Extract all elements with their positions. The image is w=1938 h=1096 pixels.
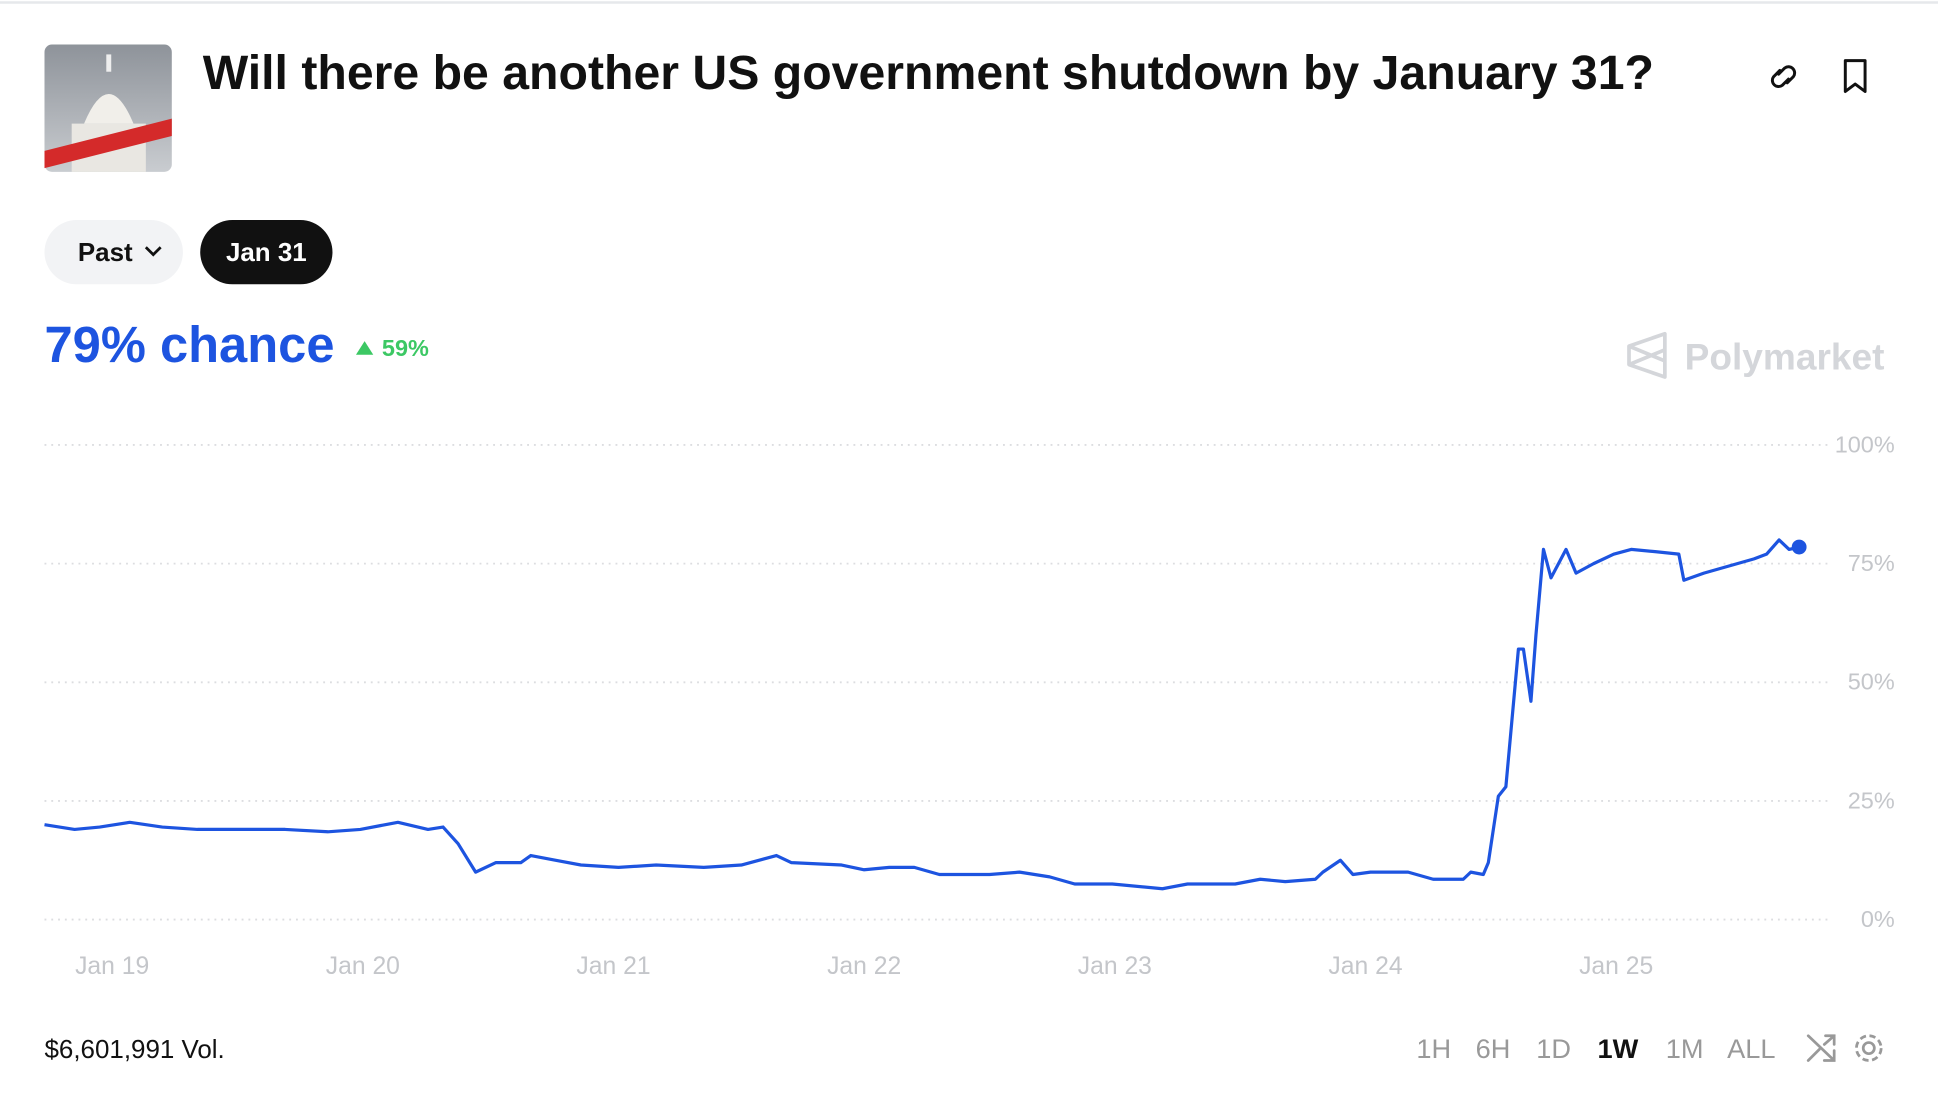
title: Will there be another US government shut… (202, 46, 1654, 101)
x-tick-label: Jan 21 (576, 953, 650, 980)
change: 59% (382, 335, 429, 361)
y-tick-label: 25% (1848, 787, 1895, 813)
volume: $6,601,991 Vol. (44, 1036, 224, 1064)
brand: Polymarket (1685, 336, 1885, 378)
x-tick-label: Jan 19 (75, 953, 149, 980)
x-tick-label: Jan 22 (827, 953, 901, 980)
x-tick-label: Jan 25 (1579, 953, 1653, 980)
range-button[interactable]: 1W (1597, 1033, 1638, 1064)
range-button[interactable]: ALL (1727, 1033, 1775, 1064)
y-tick-label: 0% (1861, 906, 1895, 932)
pill-label: Past (78, 239, 133, 267)
pill-date[interactable]: Jan 31 (200, 220, 333, 285)
link-icon[interactable] (1770, 65, 1797, 89)
headline: 79% chance (44, 316, 334, 373)
x-tick-label: Jan 24 (1328, 953, 1402, 980)
range-button[interactable]: 1D (1536, 1033, 1571, 1064)
title-box: Will there be another US government shut… (202, 46, 1654, 101)
last-point (1791, 539, 1807, 555)
brand-logo: Polymarket (1627, 331, 1885, 379)
y-tick-label: 100% (1835, 431, 1895, 457)
x-tick-label: Jan 23 (1078, 953, 1152, 980)
settings-icon[interactable] (1855, 1034, 1883, 1062)
range-button[interactable]: 1M (1666, 1033, 1704, 1064)
market-image (44, 44, 172, 172)
pill-label: Jan 31 (226, 239, 307, 267)
range-button[interactable]: 6H (1476, 1033, 1511, 1064)
bookmark-icon[interactable] (1843, 59, 1867, 93)
y-tick-label: 75% (1848, 550, 1895, 576)
range-button[interactable]: 1H (1416, 1033, 1451, 1064)
up-arrow (355, 341, 374, 355)
price-line (44, 538, 1800, 891)
shuffle-icon[interactable] (1806, 1034, 1836, 1062)
pill-past[interactable]: Past (44, 220, 183, 285)
x-tick-label: Jan 20 (326, 953, 400, 980)
y-tick-label: 50% (1848, 669, 1895, 695)
